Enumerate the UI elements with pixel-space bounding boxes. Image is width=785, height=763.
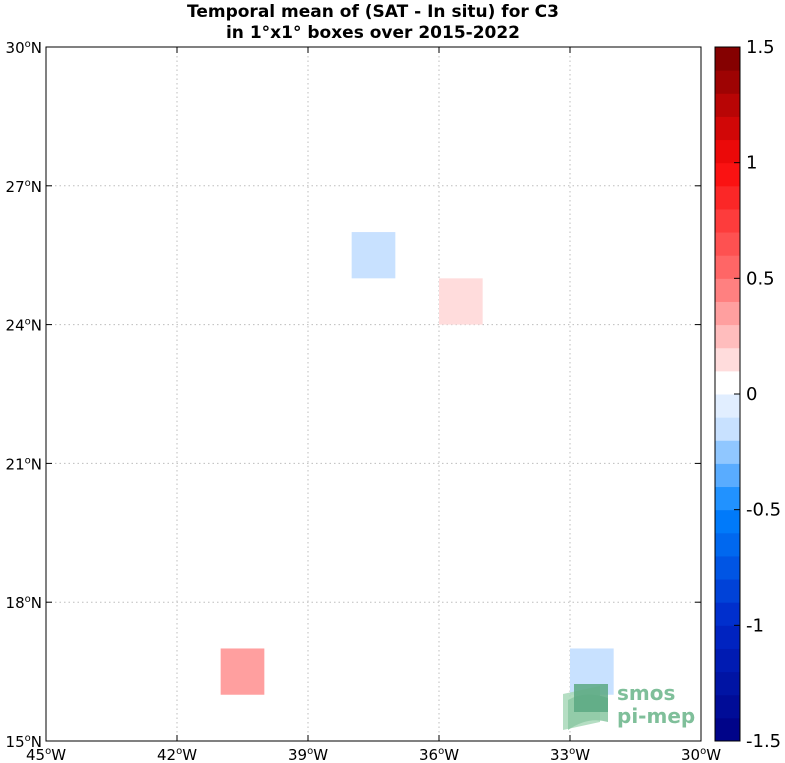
x-tick-label: 33oW (550, 746, 590, 763)
colorbar-cell (715, 625, 740, 649)
colorbar-cell (715, 486, 740, 511)
data-box (220, 648, 265, 695)
map-background (46, 47, 701, 741)
x-tick-label: 36oW (419, 746, 459, 763)
y-tick-label: 21oN (6, 455, 42, 473)
y-tick-label: 24oN (6, 317, 42, 335)
colorbar-tick-label: -1.5 (746, 731, 781, 752)
map-frame (45, 46, 702, 742)
colorbar-cell (715, 232, 740, 256)
colorbar-cell (715, 463, 740, 488)
colorbar-cell (715, 70, 740, 94)
x-axis-labels: 45oW 42oW 39oW 36oW 33oW 30oW (26, 746, 721, 763)
x-tick-label: 39oW (288, 746, 328, 763)
x-tick-label: 30oW (681, 746, 721, 763)
chart-title-line1: Temporal mean of (SAT - In situ) for C3 (187, 2, 559, 22)
colorbar-cell (715, 440, 740, 464)
colorbar-cell (715, 255, 740, 279)
colorbar-cell (715, 324, 740, 349)
smos-pi-mep-logo: smos pi-mep (563, 681, 695, 730)
colorbar-tick-label: 1.5 (746, 37, 775, 58)
logo-text-pi-mep: pi-mep (617, 704, 695, 728)
x-tick-label: 45oW (26, 746, 66, 763)
grid-lines (46, 47, 701, 741)
axis-tick-marks (45, 46, 702, 742)
colorbar-tick-label: 0.5 (746, 268, 775, 289)
colorbar-tick-label: 1 (746, 153, 757, 174)
colorbar-cell (715, 347, 740, 372)
y-tick-label: 15oN (6, 733, 42, 751)
colorbar: 1.5 1 0.5 0 -0.5 -1 -1.5 (714, 37, 781, 752)
colorbar-cell (715, 602, 740, 626)
y-axis-labels: 15oN 18oN 21oN 24oN 27oN 30oN (6, 39, 42, 751)
colorbar-cell (715, 509, 740, 534)
colorbar-cell (715, 394, 740, 418)
colorbar-tick-label: 0 (746, 384, 757, 405)
colorbar-tick-label: -0.5 (746, 500, 781, 521)
colorbar-cell (715, 185, 740, 210)
colorbar-cell (715, 370, 740, 395)
colorbar-cells (715, 47, 740, 742)
colorbar-tick-label: -1 (746, 615, 764, 636)
colorbar-cell (715, 162, 740, 187)
colorbar-cell (715, 717, 740, 742)
x-tick-label: 42oW (157, 746, 197, 763)
colorbar-cell (715, 278, 740, 302)
colorbar-cell (715, 671, 740, 696)
colorbar-ticks: 1.5 1 0.5 0 -0.5 -1 -1.5 (734, 37, 781, 752)
logo-wave-front (574, 684, 608, 712)
chart-title-line2: in 1°x1° boxes over 2015-2022 (226, 23, 520, 43)
colorbar-cell (715, 532, 740, 557)
colorbar-cell (715, 116, 740, 141)
colorbar-cell (715, 93, 740, 117)
colorbar-cell (715, 417, 740, 441)
y-tick-label: 27oN (6, 178, 42, 196)
colorbar-cell (715, 301, 740, 326)
y-tick-label: 30oN (6, 39, 42, 57)
colorbar-cell (715, 579, 740, 603)
logo-text-smos: smos (617, 681, 675, 705)
data-box (351, 232, 396, 279)
colorbar-cell (715, 648, 740, 673)
colorbar-cell (715, 208, 740, 233)
data-box (439, 278, 483, 325)
y-tick-label: 18oN (6, 594, 42, 612)
colorbar-cell (715, 555, 740, 580)
map-plot-area: 45oW 42oW 39oW 36oW 33oW 30oW 15oN 18oN 21oN 24o… (6, 39, 722, 763)
colorbar-cell (715, 694, 740, 719)
colorbar-cell (715, 47, 740, 71)
colorbar-cell (715, 139, 740, 164)
